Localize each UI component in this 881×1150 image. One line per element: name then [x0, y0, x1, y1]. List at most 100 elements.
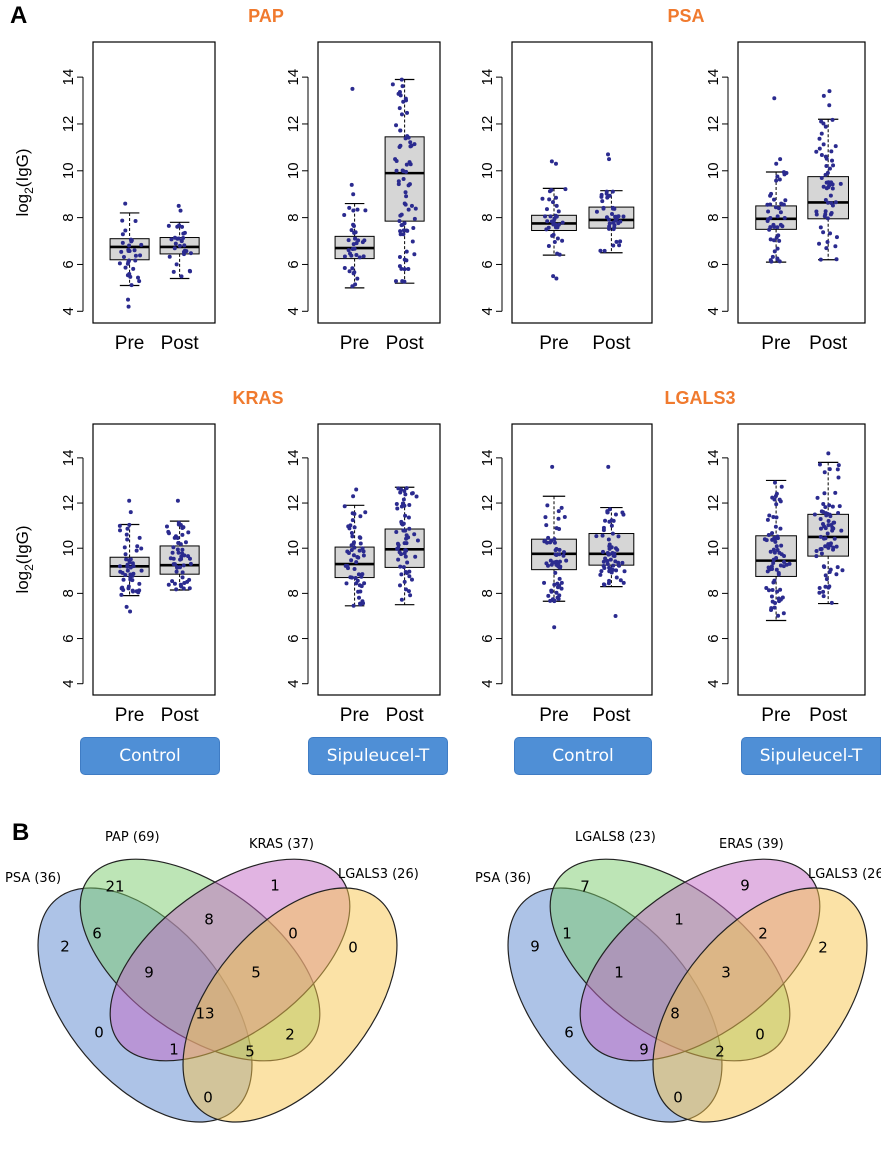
data-point — [126, 584, 131, 589]
venn-region-count: 0 — [348, 939, 358, 957]
x-tick-label: Pre — [340, 705, 370, 726]
data-point — [610, 189, 615, 194]
data-point — [176, 550, 181, 555]
x-tick-label: Pre — [539, 705, 569, 726]
data-point — [399, 77, 404, 82]
data-point — [831, 520, 836, 525]
venn-set-label: LGALS3 (26) — [808, 867, 881, 882]
data-point — [401, 497, 406, 502]
venn-set-label: PSA (36) — [475, 871, 531, 886]
data-point — [118, 569, 123, 574]
data-point — [552, 560, 557, 565]
data-point — [354, 560, 359, 565]
data-point — [123, 228, 128, 233]
group-button-control-2[interactable]: Control — [514, 737, 652, 775]
data-point — [410, 239, 415, 244]
y-tick-label: 14 — [479, 69, 496, 86]
data-point — [549, 589, 554, 594]
y-tick-label: 4 — [60, 307, 77, 315]
data-point — [544, 207, 549, 212]
group-button-sipuleucel-2[interactable]: Sipuleucel-T — [741, 737, 881, 775]
data-point — [342, 254, 347, 259]
data-point — [814, 209, 819, 214]
data-point — [819, 176, 824, 181]
x-tick-label: Post — [809, 333, 848, 354]
data-point — [828, 567, 833, 572]
data-point — [545, 503, 550, 508]
data-point — [350, 534, 355, 539]
y-tick-label: 4 — [60, 680, 77, 688]
data-point — [559, 505, 564, 510]
group-button-control-1[interactable]: Control — [80, 737, 220, 775]
data-point — [351, 553, 356, 558]
group-button-sipuleucel-1[interactable]: Sipuleucel-T — [308, 737, 448, 775]
data-point — [781, 170, 786, 175]
data-point — [819, 551, 824, 556]
venn-region-count: 0 — [203, 1089, 213, 1107]
data-point — [350, 266, 355, 271]
data-point — [817, 146, 822, 151]
data-point — [614, 575, 619, 580]
data-point — [548, 598, 553, 603]
data-point — [775, 174, 780, 179]
data-point — [357, 595, 362, 600]
data-point — [824, 156, 829, 161]
data-point — [412, 252, 417, 257]
data-point — [353, 575, 358, 580]
data-point — [776, 233, 781, 238]
data-point — [768, 215, 773, 220]
data-point — [607, 507, 612, 512]
data-point — [413, 554, 418, 559]
data-point — [355, 555, 360, 560]
data-point — [772, 224, 777, 229]
outlier-point — [351, 192, 356, 197]
data-point — [397, 90, 402, 95]
data-point — [823, 573, 828, 578]
data-point — [540, 196, 545, 201]
data-point — [169, 237, 174, 242]
venn-region-count: 21 — [105, 878, 124, 896]
data-point — [542, 538, 547, 543]
data-point — [774, 491, 779, 496]
data-point — [818, 526, 823, 531]
data-point — [610, 212, 615, 217]
data-point — [173, 235, 178, 240]
x-tick-label: Pre — [115, 705, 145, 726]
y-tick-label: 4 — [285, 307, 302, 315]
data-point — [123, 572, 128, 577]
data-point — [601, 549, 606, 554]
data-point — [777, 238, 782, 243]
venn-region-count: 0 — [755, 1026, 765, 1044]
data-point — [139, 568, 144, 573]
data-point — [342, 212, 347, 217]
box-panel: 4 6 8 10 12 14 Pre Post — [705, 41, 866, 354]
data-point — [349, 575, 354, 580]
data-point — [556, 562, 561, 567]
data-point — [355, 578, 360, 583]
data-point — [117, 523, 122, 528]
data-point — [394, 168, 399, 173]
data-point — [408, 162, 413, 167]
data-point — [822, 214, 827, 219]
data-point — [836, 475, 841, 480]
data-point — [543, 214, 548, 219]
data-point — [557, 576, 562, 581]
plot-frame — [92, 41, 216, 324]
data-point — [777, 259, 782, 264]
data-point — [558, 565, 563, 570]
data-point — [770, 531, 775, 536]
data-point — [172, 246, 177, 251]
data-point — [357, 255, 362, 260]
data-point — [396, 557, 401, 562]
data-point — [614, 568, 619, 573]
data-point — [552, 598, 557, 603]
data-point — [602, 582, 607, 587]
data-point — [170, 579, 175, 584]
data-point — [818, 516, 823, 521]
data-point — [130, 589, 135, 594]
data-point — [552, 582, 557, 587]
data-point — [401, 228, 406, 233]
data-point — [564, 558, 569, 563]
data-point — [830, 203, 835, 208]
data-point — [815, 495, 820, 500]
